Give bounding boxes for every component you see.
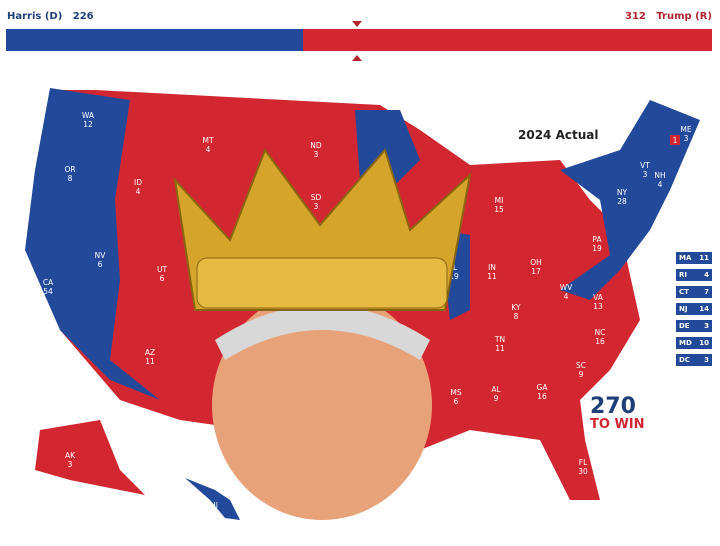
state-label-or[interactable]: OR 8 <box>64 165 75 183</box>
dem-bar <box>6 29 303 51</box>
state-label-mt[interactable]: MT 4 <box>202 136 213 154</box>
small-state-ct[interactable]: CT 7 <box>676 286 712 298</box>
state-label-nh[interactable]: NH 4 <box>654 171 665 189</box>
red-alaska <box>35 420 145 495</box>
state-label-wv[interactable]: WV 4 <box>560 283 573 301</box>
state-label-me[interactable]: ME 3 <box>680 125 691 143</box>
state-label-tn[interactable]: TN 11 <box>494 335 505 353</box>
blue-northeast <box>560 100 700 300</box>
270-marker-bottom-icon <box>352 55 362 61</box>
state-label-hi[interactable]: HI 4 <box>210 501 218 519</box>
state-label-az[interactable]: AZ 11 <box>145 348 155 366</box>
small-state-ri[interactable]: RI 4 <box>676 269 712 281</box>
state-label-ak[interactable]: AK 3 <box>65 451 76 469</box>
face-image <box>212 290 432 520</box>
state-label-oh[interactable]: OH 17 <box>530 258 542 276</box>
state-label-al[interactable]: AL 9 <box>491 385 501 403</box>
state-label-nv[interactable]: NV 6 <box>95 251 107 269</box>
state-label-fl[interactable]: FL 30 <box>578 458 588 476</box>
small-state-nj[interactable]: NJ 14 <box>676 303 712 315</box>
state-label-ny[interactable]: NY 28 <box>617 188 628 206</box>
270towin-logo: 270 TO WIN <box>590 394 645 432</box>
harris-total: Harris (D) 226 <box>7 11 94 22</box>
state-label-in[interactable]: IN 11 <box>487 263 497 281</box>
small-states-list: MA 11 RI 4 CT 7 NJ 14 DE 3 MD 10 DC 3 <box>676 252 712 371</box>
state-label-nd[interactable]: ND 3 <box>310 141 322 159</box>
trump-total: 312 Trump (R) <box>624 11 712 22</box>
state-label-ky[interactable]: KY 8 <box>511 303 521 321</box>
maine-district-box <box>670 135 680 145</box>
small-state-md[interactable]: MD 10 <box>676 337 712 349</box>
blue-hawaii <box>185 478 240 520</box>
state-label-sc[interactable]: SC 9 <box>576 361 586 379</box>
maine-district-label: 1 <box>673 136 678 145</box>
state-label-vt[interactable]: VT 3 <box>640 161 650 179</box>
state-label-sd[interactable]: SD 3 <box>311 193 322 211</box>
state-label-nc[interactable]: NC 16 <box>595 328 606 346</box>
state-label-ca[interactable]: CA 54 <box>43 278 54 296</box>
state-label-il[interactable]: IL 19 <box>449 263 459 281</box>
state-label-pa[interactable]: PA 19 <box>592 235 602 253</box>
small-state-ma[interactable]: MA 11 <box>676 252 712 264</box>
state-label-ut[interactable]: UT 6 <box>157 265 167 283</box>
state-label-ms[interactable]: MS 6 <box>450 388 461 406</box>
electoral-vote-bar <box>6 29 712 51</box>
state-label-va[interactable]: VA 13 <box>593 293 604 311</box>
rep-bar <box>302 29 712 51</box>
map-title: 2024 Actual <box>518 128 599 142</box>
small-state-dc[interactable]: DC 3 <box>676 354 712 366</box>
state-label-wa[interactable]: WA 12 <box>82 111 95 129</box>
state-label-mi[interactable]: MI 15 <box>494 196 504 214</box>
270-marker-top-icon <box>352 21 362 27</box>
small-state-de[interactable]: DE 3 <box>676 320 712 332</box>
state-label-ga[interactable]: GA 16 <box>537 383 549 401</box>
blue-west-coast <box>25 88 160 400</box>
state-label-id[interactable]: ID 4 <box>134 178 142 196</box>
